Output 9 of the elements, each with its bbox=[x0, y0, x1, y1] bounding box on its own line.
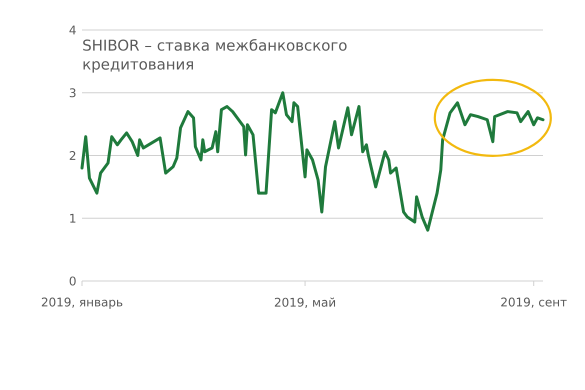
x-tick-label: 2019, январь bbox=[42, 298, 122, 309]
text: SHIBOR – ставка межбанковского кредитования bbox=[83, 38, 347, 73]
y-tick-label: 0 bbox=[70, 276, 76, 286]
x-tick-label: 2019, сент bbox=[501, 298, 567, 308]
y-tick-label: 1 bbox=[70, 214, 76, 223]
y-tick-label: 3 bbox=[70, 88, 76, 98]
y-tick-label: 2 bbox=[70, 151, 76, 160]
x-tick-label: 2019, май bbox=[274, 298, 336, 308]
y-tick-label: 4 bbox=[69, 26, 76, 34]
